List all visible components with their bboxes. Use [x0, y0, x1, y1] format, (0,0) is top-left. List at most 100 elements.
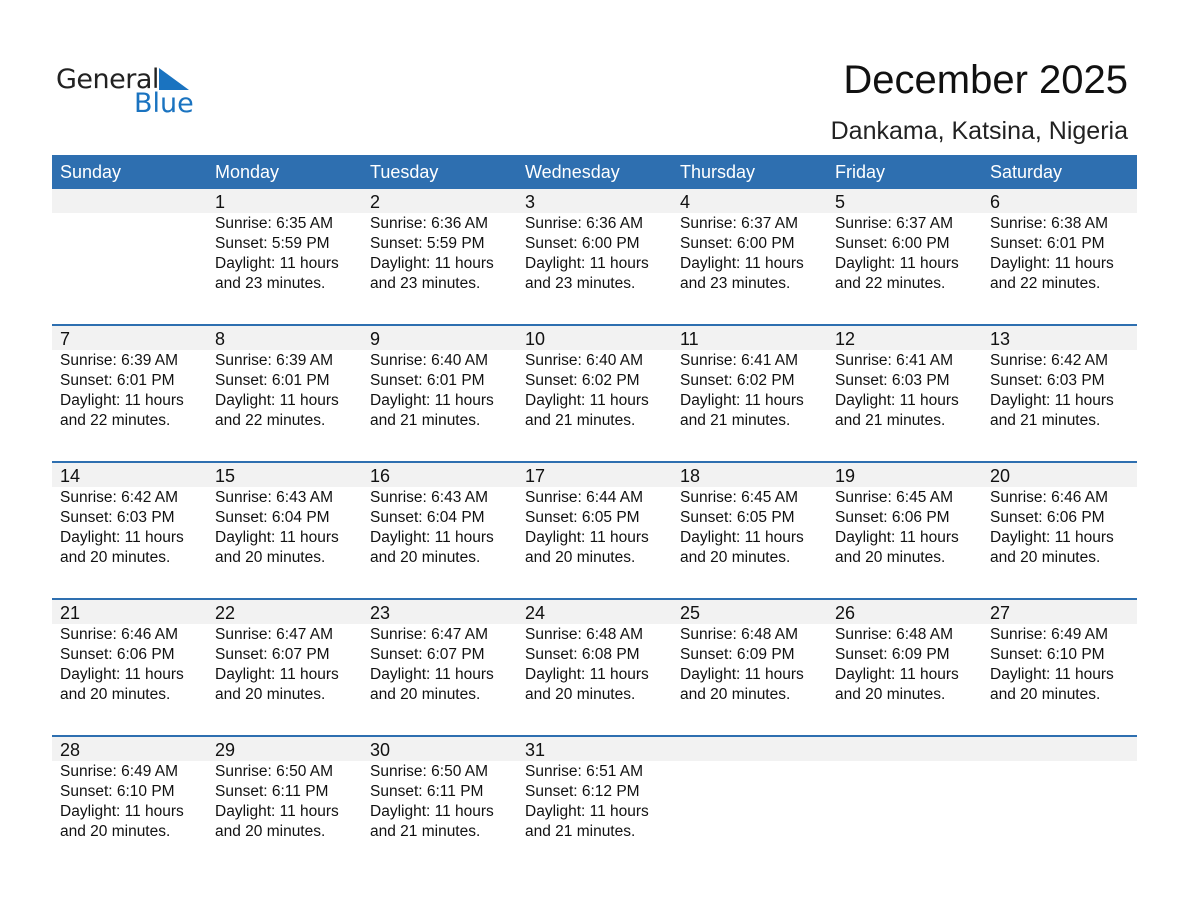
sunrise-time: Sunrise: 6:46 AM	[60, 626, 179, 643]
daylight-hours: Daylight: 11 hours	[215, 529, 339, 546]
sunset-time: Sunset: 6:02 PM	[525, 372, 640, 389]
sunrise-time: Sunrise: 6:51 AM	[525, 763, 644, 780]
logo-triangle-icon	[159, 68, 189, 90]
sunset-time: Sunset: 6:10 PM	[990, 646, 1105, 663]
daylight-hours: Daylight: 11 hours	[835, 392, 959, 409]
daylight-hours: Daylight: 11 hours	[215, 666, 339, 683]
sunrise-time: Sunrise: 6:40 AM	[370, 352, 489, 369]
sunset-time: Sunset: 6:10 PM	[60, 783, 175, 800]
day-cell: 30 Sunrise: 6:50 AM Sunset: 6:11 PM Dayligh…	[362, 737, 517, 842]
sunrise-time: Sunrise: 6:45 AM	[835, 489, 954, 506]
sunrise-time: Sunrise: 6:50 AM	[215, 763, 334, 780]
weekday-header: Sunday Monday Tuesday Wednesday Thursday Frid…	[52, 155, 1137, 189]
daylight-minutes: and 21 minutes.	[370, 412, 481, 429]
sunset-time: Sunset: 6:02 PM	[680, 372, 795, 389]
daylight-hours: Daylight: 11 hours	[370, 255, 494, 272]
day-cell: 23 Sunrise: 6:47 AM Sunset: 6:07 PM Dayligh…	[362, 600, 517, 705]
day-cell: 16 Sunrise: 6:43 AM Sunset: 6:04 PM Dayligh…	[362, 463, 517, 568]
sunset-time: Sunset: 6:05 PM	[525, 509, 640, 526]
weekday-wednesday: Wednesday	[525, 162, 620, 182]
day-cell: 11 Sunrise: 6:41 AM Sunset: 6:02 PM Dayligh…	[672, 326, 827, 431]
day-number: 4	[680, 192, 691, 212]
day-cell: 1 Sunrise: 6:35 AM Sunset: 5:59 PM Daylight…	[207, 189, 362, 294]
day-cell: 22 Sunrise: 6:47 AM Sunset: 6:07 PM Dayligh…	[207, 600, 362, 705]
day-cell: 3 Sunrise: 6:36 AM Sunset: 6:00 PM Daylight…	[517, 189, 672, 294]
daylight-hours: Daylight: 11 hours	[525, 392, 649, 409]
daylight-minutes: and 20 minutes.	[60, 549, 171, 566]
sunrise-time: Sunrise: 6:37 AM	[835, 215, 954, 232]
weeks: 1 Sunrise: 6:35 AM Sunset: 5:59 PM Daylight…	[52, 189, 1137, 872]
sunrise-time: Sunrise: 6:41 AM	[835, 352, 954, 369]
weekday-tuesday: Tuesday	[370, 162, 439, 182]
sunset-time: Sunset: 6:09 PM	[680, 646, 795, 663]
daylight-hours: Daylight: 11 hours	[215, 392, 339, 409]
sunset-time: Sunset: 6:01 PM	[215, 372, 330, 389]
day-number: 1	[215, 192, 226, 212]
day-number: 21	[60, 603, 81, 623]
week-row: 7 Sunrise: 6:39 AM Sunset: 6:01 PM Daylight…	[52, 324, 1137, 461]
week-row: 28 Sunrise: 6:49 AM Sunset: 6:10 PM Dayligh…	[52, 735, 1137, 872]
day-number: 17	[525, 466, 546, 486]
day-number: 31	[525, 740, 546, 760]
daylight-hours: Daylight: 11 hours	[680, 392, 804, 409]
sunset-time: Sunset: 6:09 PM	[835, 646, 950, 663]
daylight-minutes: and 20 minutes.	[60, 823, 171, 840]
weekday-thursday: Thursday	[680, 162, 756, 182]
date-band	[52, 463, 1137, 487]
week-row: 14 Sunrise: 6:42 AM Sunset: 6:03 PM Dayligh…	[52, 461, 1137, 598]
day-number: 18	[680, 466, 701, 486]
day-number: 29	[215, 740, 236, 760]
daylight-minutes: and 21 minutes.	[525, 823, 636, 840]
day-cell: 12 Sunrise: 6:41 AM Sunset: 6:03 PM Dayligh…	[827, 326, 982, 431]
daylight-minutes: and 22 minutes.	[835, 275, 946, 292]
day-number: 7	[60, 329, 71, 349]
day-cell: 26 Sunrise: 6:48 AM Sunset: 6:09 PM Dayligh…	[827, 600, 982, 705]
logo: General Blue	[56, 64, 196, 120]
sunset-time: Sunset: 6:00 PM	[680, 235, 795, 252]
day-number: 2	[370, 192, 381, 212]
daylight-minutes: and 20 minutes.	[680, 686, 791, 703]
sunrise-time: Sunrise: 6:47 AM	[215, 626, 334, 643]
sunset-time: Sunset: 6:01 PM	[990, 235, 1105, 252]
day-number: 5	[835, 192, 846, 212]
daylight-minutes: and 22 minutes.	[215, 412, 326, 429]
day-number: 28	[60, 740, 81, 760]
day-cell: 27 Sunrise: 6:49 AM Sunset: 6:10 PM Dayligh…	[982, 600, 1137, 705]
daylight-minutes: and 20 minutes.	[215, 823, 326, 840]
day-number: 9	[370, 329, 381, 349]
daylight-minutes: and 20 minutes.	[215, 686, 326, 703]
daylight-hours: Daylight: 11 hours	[370, 392, 494, 409]
location-subtitle: Dankama, Katsina, Nigeria	[830, 117, 1128, 145]
daylight-hours: Daylight: 11 hours	[370, 803, 494, 820]
daylight-minutes: and 21 minutes.	[680, 412, 791, 429]
sunrise-time: Sunrise: 6:39 AM	[60, 352, 179, 369]
weekday-monday: Monday	[215, 162, 280, 182]
sunset-time: Sunset: 6:11 PM	[370, 783, 484, 800]
daylight-minutes: and 22 minutes.	[60, 412, 171, 429]
sunrise-time: Sunrise: 6:37 AM	[680, 215, 799, 232]
day-cell: 2 Sunrise: 6:36 AM Sunset: 5:59 PM Daylight…	[362, 189, 517, 294]
sunrise-time: Sunrise: 6:42 AM	[990, 352, 1109, 369]
day-number: 30	[370, 740, 391, 760]
day-number: 10	[525, 329, 546, 349]
daylight-hours: Daylight: 11 hours	[680, 666, 804, 683]
daylight-minutes: and 21 minutes.	[835, 412, 946, 429]
daylight-hours: Daylight: 11 hours	[60, 529, 184, 546]
daylight-minutes: and 23 minutes.	[525, 275, 636, 292]
daylight-minutes: and 23 minutes.	[215, 275, 326, 292]
daylight-minutes: and 20 minutes.	[215, 549, 326, 566]
day-number: 19	[835, 466, 856, 486]
sunset-time: Sunset: 6:08 PM	[525, 646, 640, 663]
sunrise-time: Sunrise: 6:48 AM	[525, 626, 644, 643]
day-cell: 5 Sunrise: 6:37 AM Sunset: 6:00 PM Daylight…	[827, 189, 982, 294]
day-number: 27	[990, 603, 1011, 623]
sunset-time: Sunset: 6:05 PM	[680, 509, 795, 526]
day-cell: 6 Sunrise: 6:38 AM Sunset: 6:01 PM Daylight…	[982, 189, 1137, 294]
day-cell: 15 Sunrise: 6:43 AM Sunset: 6:04 PM Dayligh…	[207, 463, 362, 568]
daylight-hours: Daylight: 11 hours	[215, 803, 339, 820]
date-band	[52, 737, 1137, 761]
sunset-time: Sunset: 6:03 PM	[60, 509, 175, 526]
daylight-hours: Daylight: 11 hours	[215, 255, 339, 272]
daylight-hours: Daylight: 11 hours	[990, 529, 1114, 546]
sunrise-time: Sunrise: 6:36 AM	[525, 215, 644, 232]
